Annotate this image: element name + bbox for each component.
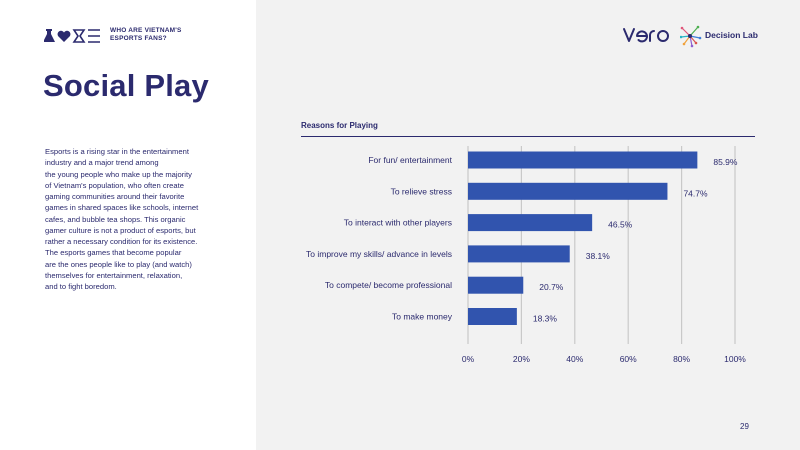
page-number: 29	[740, 422, 749, 431]
body-line: of Vietnam's population, who often creat…	[45, 180, 184, 190]
body-line: cafes, and bubble tea shops. This organi…	[45, 214, 186, 224]
x-tick-label: 60%	[620, 354, 637, 364]
body-line: and to fight boredom.	[45, 282, 117, 291]
category-label: To make money	[392, 312, 453, 322]
body-line: are the ones people like to play (and wa…	[45, 259, 192, 269]
value-label: 38.1%	[586, 251, 611, 261]
brand-caption-line1: WHO ARE VIETNAM'S	[110, 27, 182, 34]
body-paragraph: Esports is a rising star in the entertai…	[45, 146, 225, 292]
x-tick-label: 40%	[566, 354, 583, 364]
decision-lab-logo-text: Decision Lab	[705, 30, 758, 40]
category-label: To compete/ become professional	[325, 280, 452, 290]
bar	[468, 151, 698, 169]
value-label: 18.3%	[533, 314, 558, 324]
bar	[468, 214, 593, 232]
body-line: games in shared spaces like schools, int…	[45, 203, 199, 213]
bar	[468, 245, 570, 263]
vero-logo	[623, 28, 669, 43]
page-title: Social Play	[43, 68, 209, 103]
bar-chart: 0% 20% 40% 60% 80% 100% For fun/ entertainment…	[306, 146, 746, 364]
x-tick-label: 100%	[724, 354, 746, 364]
category-label: To improve my skills/ advance in levels	[306, 249, 452, 259]
category-label: To relieve stress	[391, 186, 452, 196]
value-label: 20.7%	[539, 282, 564, 292]
bar	[468, 276, 524, 294]
value-label: 85.9%	[713, 157, 738, 167]
chart-title: Reasons for Playing	[301, 121, 378, 130]
body-line: rather a necessary condition for its exi…	[45, 237, 198, 246]
body-line: industry and a major trend among	[45, 158, 159, 168]
body-line: the young people who make up the majorit…	[45, 169, 192, 179]
x-tick-label: 80%	[673, 354, 690, 364]
category-label: To interact with other players	[344, 218, 452, 228]
body-line: gamer culture is not a product of esport…	[45, 225, 196, 235]
bar	[468, 308, 517, 325]
body-line: The esports games that become popular	[45, 248, 182, 258]
body-line: Esports is a rising star in the entertai…	[45, 147, 189, 156]
bar	[468, 182, 668, 200]
value-label: 46.5%	[608, 220, 633, 230]
brand-caption: WHO ARE VIETNAM'S ESPORTS FANS?	[110, 27, 182, 43]
decision-lab-logo	[680, 25, 702, 48]
category-label: For fun/ entertainment	[368, 155, 452, 165]
chart-title-rule	[301, 136, 755, 137]
body-line: themselves for entertainment, relaxation…	[45, 270, 183, 280]
brand-caption-line2: ESPORTS FANS?	[110, 35, 167, 42]
body-line: gaming communities around their favorite	[45, 192, 185, 201]
x-tick-label: 20%	[513, 354, 530, 364]
x-tick-label: 0%	[462, 354, 475, 364]
brand-icons	[44, 29, 100, 43]
value-label: 74.7%	[683, 188, 708, 198]
left-panel	[0, 0, 256, 450]
